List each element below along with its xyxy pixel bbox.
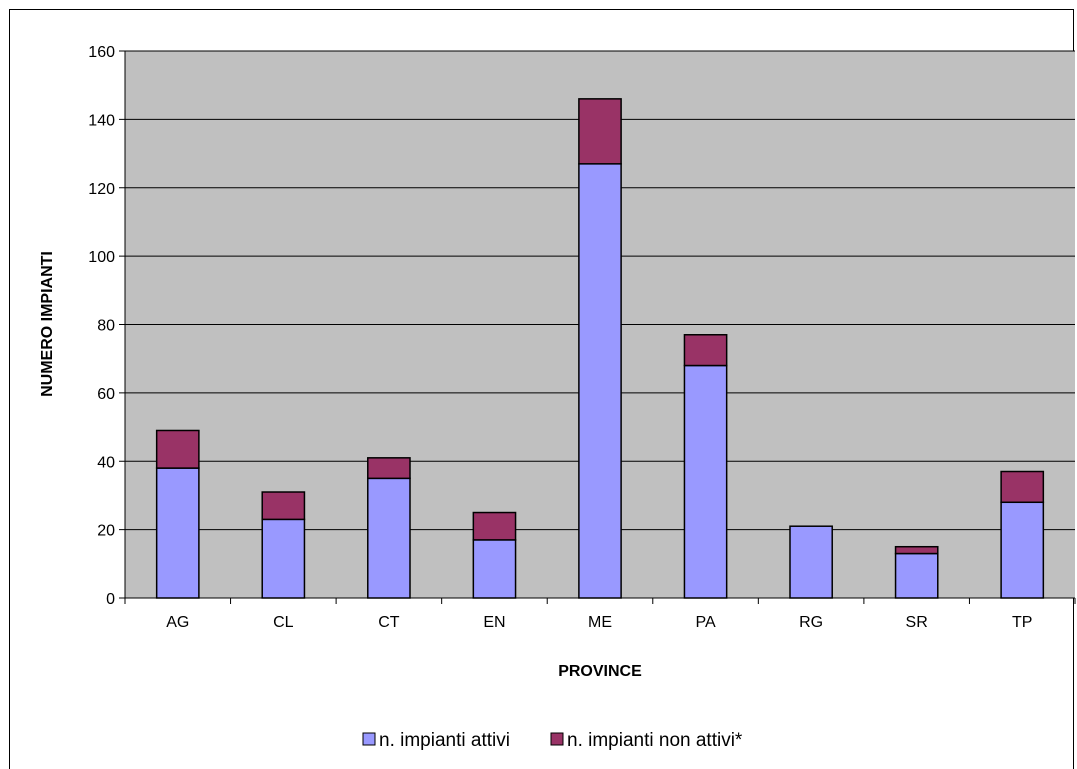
bar-tp-attivi	[1000, 501, 1045, 599]
legend-label-non-attivi: n. impianti non attivi*	[567, 730, 743, 751]
y-tick-label: 40	[97, 454, 115, 471]
bar-me-non-attivi	[578, 98, 622, 165]
bar-ag-non-attivi	[155, 429, 200, 469]
bar-pa-non-attivi	[683, 334, 728, 367]
y-tick-label: 0	[106, 591, 115, 608]
x-tick-label: AG	[166, 614, 189, 631]
bar-rg-attivi	[789, 525, 833, 599]
x-tick-label: CL	[273, 614, 294, 631]
x-tick-label: ME	[588, 614, 612, 631]
bar-pa-attivi	[683, 364, 728, 599]
bar-ct-attivi	[367, 477, 411, 599]
bar-en-non-attivi	[472, 511, 517, 541]
y-tick-label: 100	[88, 249, 115, 266]
legend-label-attivi: n. impianti attivi	[379, 730, 510, 751]
y-tick-label: 140	[88, 112, 115, 129]
y-tick-label: 80	[97, 318, 115, 335]
y-tick-label: 60	[97, 386, 115, 403]
y-tick-label: 20	[97, 523, 115, 540]
bar-ct-non-attivi	[367, 457, 411, 480]
bars-group	[155, 98, 1045, 599]
bar-en-attivi	[472, 539, 517, 599]
bar-tp-non-attivi	[1000, 470, 1045, 504]
x-axis-title: PROVINCE	[558, 663, 642, 680]
y-axis-title: NUMERO IMPIANTI	[39, 251, 56, 397]
y-tick-label: 160	[88, 44, 115, 61]
x-tick-label: PA	[695, 614, 715, 631]
bar-cl-non-attivi	[261, 491, 306, 521]
x-tick-label: CT	[378, 614, 400, 631]
bar-me-attivi	[578, 163, 622, 599]
bar-cl-attivi	[261, 518, 306, 599]
x-tick-label: EN	[483, 614, 505, 631]
x-tick-labels: AG CL CT EN ME PA RG SR TP	[166, 614, 1032, 631]
legend: n. impianti attivi n. impianti non attiv…	[362, 730, 743, 751]
legend-swatch-non-attivi	[550, 732, 564, 746]
x-tick-label: TP	[1012, 614, 1032, 631]
bar-sr-attivi	[894, 552, 939, 599]
x-tick-label: RG	[799, 614, 823, 631]
y-tick-label: 120	[88, 181, 115, 198]
bar-sr-non-attivi	[894, 545, 939, 555]
bar-ag-attivi	[155, 467, 200, 599]
x-tick-label: SR	[906, 614, 928, 631]
legend-swatch-attivi	[362, 732, 376, 746]
axes-group	[119, 50, 1076, 604]
y-tick-labels: 0 20 40 60 80 100 120 140 160	[88, 44, 115, 608]
